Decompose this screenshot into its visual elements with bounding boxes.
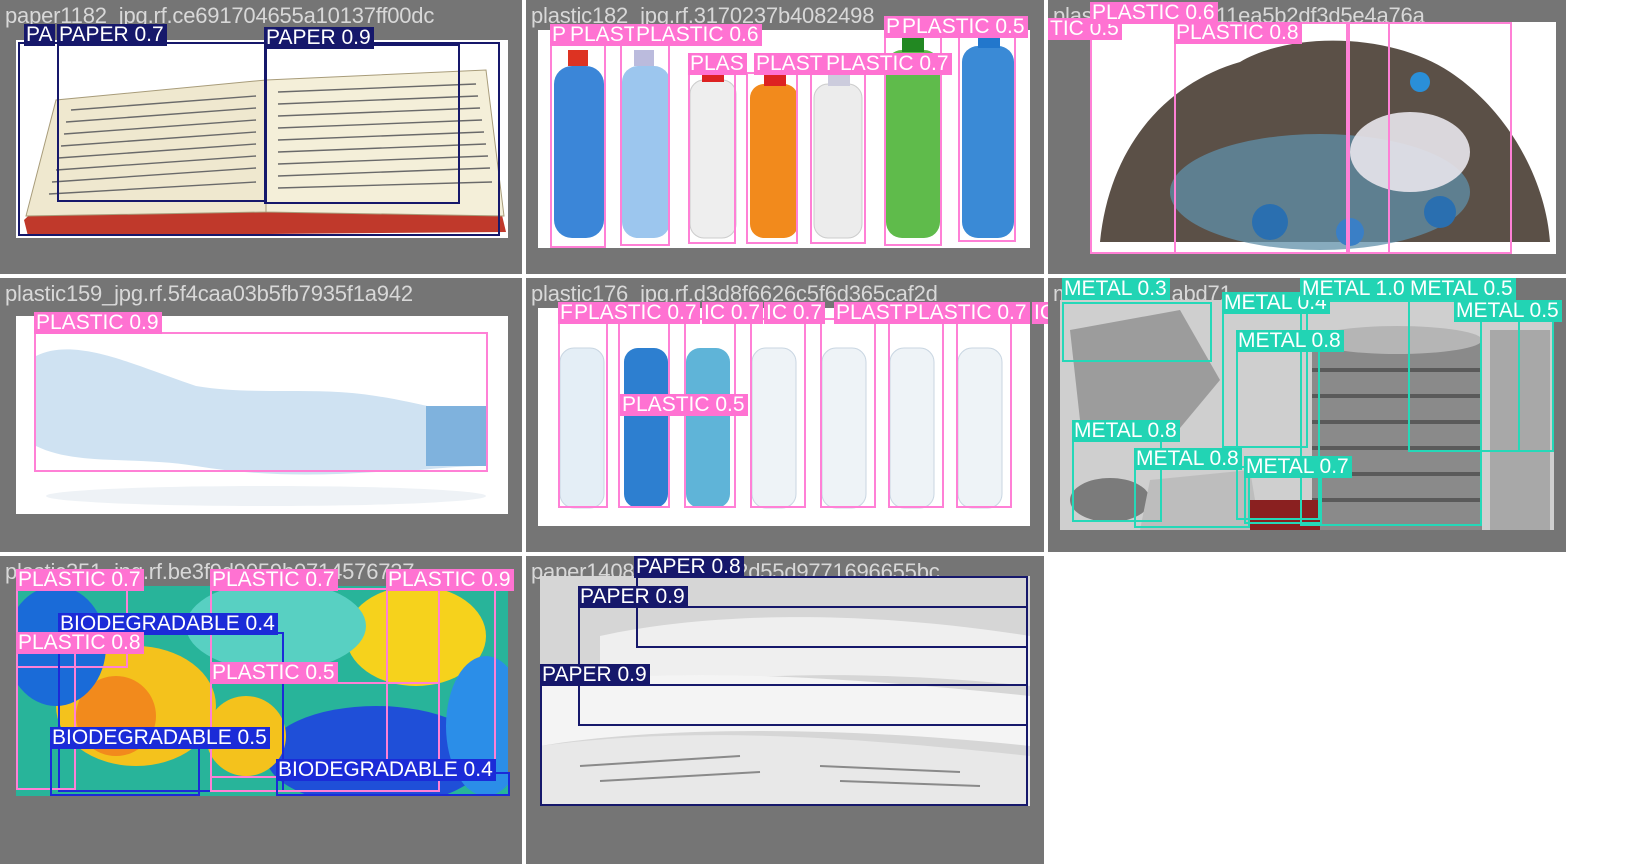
detection-box <box>958 36 1016 242</box>
detection-box <box>1408 300 1520 452</box>
detection-label: BIODEGRADABLE 0.4 <box>276 759 496 781</box>
detection-label: PLAST <box>834 302 906 324</box>
tile-metal: metal_jpg.rf.abd71 METAL 0.3 METAL 0.4 M… <box>1048 278 1566 552</box>
detection-label: METAL 0.8 <box>1236 330 1344 352</box>
detection-box <box>558 318 608 508</box>
detection-label: PLASTIC 0.7 <box>210 569 338 591</box>
detection-label: METAL 0.8 <box>1072 420 1180 442</box>
detection-label: P <box>550 24 570 46</box>
detection-label: PLASTIC 0.7 <box>824 53 952 75</box>
detection-box <box>956 318 1012 508</box>
tile-plastic182: plastic182_jpg.rf.3170237b4082498 P PLAS… <box>526 0 1044 274</box>
detection-label: PLASTIC 0.9 <box>34 312 162 334</box>
detection-label: METAL 0.3 <box>1062 278 1170 300</box>
bag-image <box>1090 22 1556 254</box>
water-bottles-illustration <box>559 347 1003 509</box>
empty-grid-cell <box>1048 556 1566 864</box>
detection-label: PLASTIC 0.5 <box>900 16 1028 38</box>
detection-label: F <box>558 302 576 324</box>
detection-box <box>688 72 736 244</box>
crushed-bottle-illustration <box>36 349 486 506</box>
detection-label: PLASTIC 0.5 <box>210 662 338 684</box>
detection-label: PLASTIC 0.7 <box>572 302 700 324</box>
detection-label: PAPER 0.9 <box>540 664 650 686</box>
detection-label: PA <box>24 24 56 46</box>
detection-label: PLASTIC 0.5 <box>620 394 748 416</box>
detection-box <box>1244 476 1322 524</box>
detection-box <box>1174 22 1350 254</box>
tile-paper1408: paper1408_jpg.rf.2792d55d9771696655bc PA… <box>526 556 1044 864</box>
detection-label: METAL 0.5 <box>1454 300 1562 322</box>
detection-label: IC 0.7 <box>764 302 826 324</box>
bottles-illustration <box>554 34 1014 239</box>
detection-label: P <box>884 16 904 38</box>
detection-label: PAPER 0.9 <box>578 586 688 608</box>
detection-label: BIODEGRADABLE 0.4 <box>58 613 278 635</box>
detection-label: PAPER 0.7 <box>57 24 167 46</box>
detection-label: METAL 0.7 <box>1244 456 1352 478</box>
detection-label: PLASTIC 0.6 <box>634 24 762 46</box>
detection-box <box>1300 300 1482 526</box>
detection-label: BIODEGRADABLE 0.5 <box>50 727 270 749</box>
detection-label: METAL 0.8 <box>1134 448 1242 470</box>
tile-plastic351: plastic351_jpg.rf.be3f9d9059b0714576737 … <box>0 556 522 864</box>
water-bottles-image <box>538 308 1030 526</box>
detection-label: IC 0.7 <box>702 302 764 324</box>
detection-box <box>1518 320 1554 452</box>
detection-box <box>820 318 876 508</box>
detection-box <box>18 42 500 236</box>
tile-plastic176: plastic176_jpg.rf.d3d8f6626c5f6d365caf2d… <box>526 278 1094 552</box>
detection-label: PLASTIC 0.7 <box>902 302 1030 324</box>
detection-box <box>50 746 200 796</box>
detection-box <box>1346 22 1512 254</box>
detection-box <box>620 40 670 246</box>
detection-box <box>750 318 806 508</box>
detection-label: METAL 0.5 <box>1408 278 1516 300</box>
detection-label: PAPER 0.9 <box>264 27 374 49</box>
tile-title: plastic176_jpg.rf.d3d8f6626c5f6d365caf2d <box>531 281 938 306</box>
detection-box <box>34 332 488 472</box>
tile-title: paper1182_jpg.rf.ce691704655a10137ff00dc <box>5 3 435 28</box>
detection-box <box>746 72 798 244</box>
tile-title: plastic182_jpg.rf.3170237b4082498 <box>531 3 875 28</box>
detection-box <box>1134 466 1250 528</box>
detection-label: PLAST <box>754 53 826 75</box>
book-image <box>16 40 508 238</box>
newspapers-illustration <box>540 576 1030 806</box>
bag-illustration <box>1100 40 1550 250</box>
crushed-bottle-image <box>16 316 508 514</box>
detection-box <box>1062 302 1212 362</box>
detection-label: PLASTIC 0.8 <box>1174 22 1302 44</box>
tile-title: plastic159_jpg.rf.5f4caa03b5fb7935f1a942 <box>5 281 413 306</box>
detection-label: PLAS <box>688 53 747 75</box>
detection-label: PAPER 0.8 <box>634 556 744 578</box>
detection-box <box>810 72 866 244</box>
detection-label: PLASTIC 0.9 <box>386 569 514 591</box>
detection-label: PLASTIC 0.7 <box>16 569 144 591</box>
detection-label: PLASTIC 0.8 <box>16 632 144 654</box>
tile-paper1182: paper1182_jpg.rf.ce691704655a10137ff00dc… <box>0 0 522 274</box>
detection-label: PLASTIC 0.6 <box>1090 2 1218 24</box>
tile-plastic-bag: plastic_jpg.rf.7a911ea5b2df3d5e4a76a TIC… <box>1048 0 1566 274</box>
detection-box <box>550 40 606 248</box>
detection-label: PLAST <box>568 24 640 46</box>
detection-box <box>540 684 1028 806</box>
newspapers-image <box>540 576 1030 806</box>
detection-label: METAL 1.0 <box>1300 278 1408 300</box>
tile-plastic159: plastic159_jpg.rf.5f4caa03b5fb7935f1a942… <box>0 278 522 552</box>
detection-box <box>888 318 944 508</box>
